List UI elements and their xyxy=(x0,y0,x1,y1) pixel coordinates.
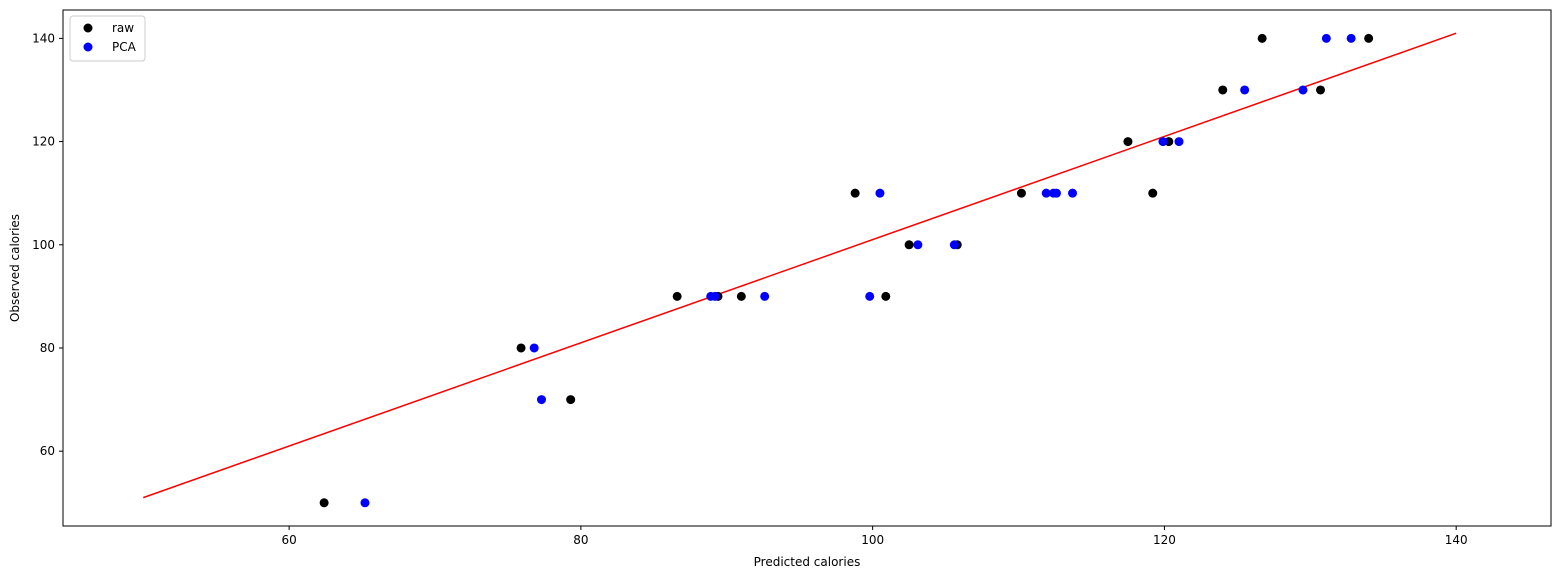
x-axis-label: Predicted calories xyxy=(754,555,861,569)
point-raw-16 xyxy=(1316,85,1326,95)
point-pca-17 xyxy=(1298,85,1308,95)
point-raw-3 xyxy=(672,291,682,301)
point-raw-10 xyxy=(1016,188,1026,198)
x-tick-label-60: 60 xyxy=(281,533,296,547)
y-tick-label-120: 120 xyxy=(32,135,55,149)
x-tick-label-100: 100 xyxy=(861,533,884,547)
point-pca-7 xyxy=(875,188,885,198)
point-raw-2 xyxy=(566,395,576,405)
point-raw-14 xyxy=(1218,85,1228,95)
point-pca-13 xyxy=(1068,188,1078,198)
point-pca-12 xyxy=(1051,188,1061,198)
plot-area xyxy=(62,9,1552,527)
point-raw-17 xyxy=(1364,33,1374,43)
point-raw-7 xyxy=(881,291,891,301)
point-pca-2 xyxy=(536,395,546,405)
y-axis-ticks: 60 80 100 120 140 xyxy=(32,31,63,458)
point-raw-0 xyxy=(319,498,329,508)
point-raw-15 xyxy=(1257,33,1267,43)
points-layer xyxy=(319,33,1374,508)
point-pca-15 xyxy=(1174,137,1184,147)
point-raw-12 xyxy=(1148,188,1158,198)
y-tick-label-80: 80 xyxy=(40,341,55,355)
point-raw-8 xyxy=(904,240,914,250)
legend-marker-pca xyxy=(83,42,93,52)
legend-marker-raw xyxy=(83,23,93,33)
y-tick-label-60: 60 xyxy=(40,444,55,458)
x-tick-label-120: 120 xyxy=(1153,533,1176,547)
legend-label-pca: PCA xyxy=(112,40,137,54)
point-pca-18 xyxy=(1321,33,1331,43)
point-raw-1 xyxy=(516,343,526,353)
point-pca-14 xyxy=(1158,137,1168,147)
point-raw-11 xyxy=(1123,137,1133,147)
y-axis-label: Observed calories xyxy=(8,214,22,322)
y-tick-label-100: 100 xyxy=(32,238,55,252)
point-pca-10 xyxy=(1041,188,1051,198)
point-pca-0 xyxy=(360,498,370,508)
point-pca-1 xyxy=(529,343,539,353)
point-pca-6 xyxy=(865,291,875,301)
point-pca-16 xyxy=(1240,85,1250,95)
x-tick-label-140: 140 xyxy=(1445,533,1468,547)
point-pca-4 xyxy=(710,291,720,301)
x-axis-ticks: 60 80 100 120 140 xyxy=(281,526,1468,547)
point-raw-6 xyxy=(850,188,860,198)
point-pca-5 xyxy=(760,291,770,301)
point-pca-19 xyxy=(1346,33,1356,43)
point-pca-8 xyxy=(913,240,923,250)
legend-label-raw: raw xyxy=(112,21,134,35)
y-tick-label-140: 140 xyxy=(32,31,55,45)
point-raw-5 xyxy=(736,291,746,301)
fit-line-layer xyxy=(142,32,1457,499)
x-tick-label-80: 80 xyxy=(573,533,588,547)
legend: raw PCA xyxy=(69,15,146,62)
point-pca-9 xyxy=(949,240,959,250)
fit-line xyxy=(142,32,1457,499)
